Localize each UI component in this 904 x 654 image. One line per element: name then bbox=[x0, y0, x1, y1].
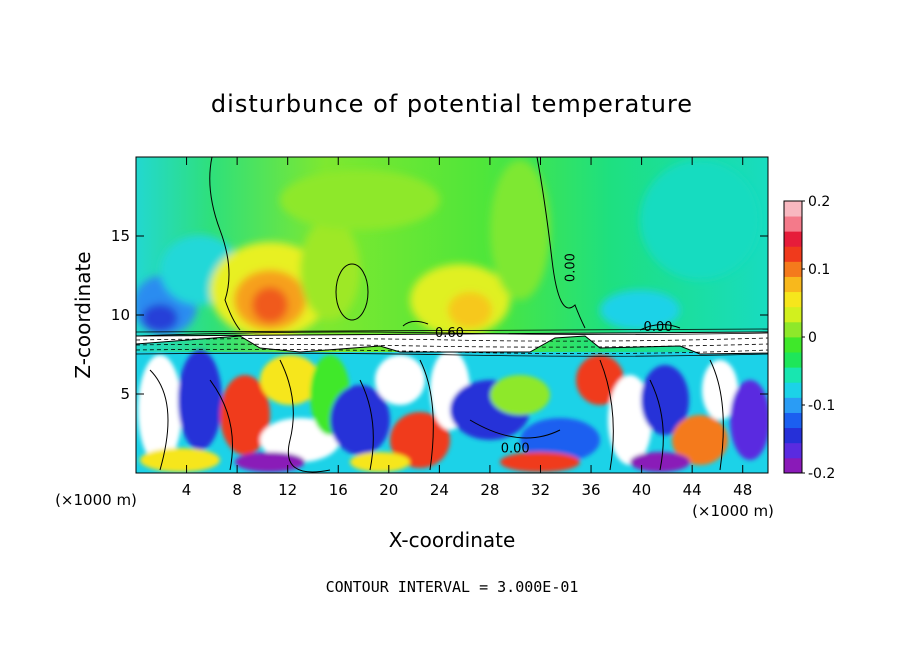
contour-label: 0.00 bbox=[501, 441, 530, 456]
x-unit-label-right: (×1000 m) bbox=[692, 502, 774, 520]
x-unit-label-left: (×1000 m) bbox=[55, 491, 137, 509]
colorbar: -0.2 -0.1 0 0.1 0.2 bbox=[783, 194, 835, 482]
colorbar-swatch bbox=[784, 397, 802, 413]
x-tick-label: 40 bbox=[632, 481, 651, 499]
colorbar-swatch bbox=[784, 231, 802, 247]
x-tick-label: 32 bbox=[531, 481, 550, 499]
x-tick-label: 48 bbox=[733, 481, 752, 499]
x-tick-label: 20 bbox=[379, 481, 398, 499]
colorbar-swatch bbox=[784, 442, 802, 459]
chart-title: disturbunce of potential temperature bbox=[211, 90, 693, 118]
colorbar-swatch bbox=[784, 246, 802, 262]
x-tick-label: 8 bbox=[232, 481, 242, 499]
colorbar-swatch bbox=[784, 382, 802, 398]
x-tick-label: 24 bbox=[430, 481, 449, 499]
colorbar-tick-label: 0 bbox=[808, 330, 817, 346]
colorbar-swatch bbox=[784, 352, 802, 368]
colorbar-swatch bbox=[784, 216, 802, 232]
colorbar-swatch bbox=[784, 427, 802, 444]
x-axis-ticks: 4 8 12 16 20 24 28 32 36 40 44 48 bbox=[182, 157, 752, 499]
x-tick-label: 44 bbox=[683, 481, 702, 499]
y-axis-label: Z-coordinate bbox=[71, 251, 95, 378]
y-tick-label: 15 bbox=[111, 227, 130, 245]
contour-interval-note: CONTOUR INTERVAL = 3.000E-01 bbox=[326, 578, 579, 596]
contour-label: 0.60 bbox=[435, 326, 464, 341]
colorbar-swatch bbox=[784, 201, 802, 217]
y-axis-ticks: 5 10 15 bbox=[111, 227, 768, 403]
contour-label: 0.00 bbox=[644, 320, 673, 335]
colorbar-swatch bbox=[784, 457, 802, 474]
y-tick-label: 10 bbox=[111, 306, 130, 324]
x-tick-label: 4 bbox=[182, 481, 192, 499]
colorbar-tick-label: -0.2 bbox=[808, 466, 835, 482]
colorbar-swatch bbox=[784, 276, 802, 293]
x-tick-label: 36 bbox=[581, 481, 600, 499]
colorbar-swatch bbox=[784, 321, 802, 338]
colorbar-swatch bbox=[784, 306, 802, 323]
contour-labels: 0.60 0.00 0.00 0.00 bbox=[435, 253, 673, 456]
colorbar-swatch bbox=[784, 367, 802, 383]
colorbar-tick-label: -0.1 bbox=[808, 398, 835, 414]
x-tick-label: 28 bbox=[480, 481, 499, 499]
colorbar-swatch bbox=[784, 261, 802, 277]
colorbar-swatch bbox=[784, 412, 802, 429]
colorbar-tick-label: 0.2 bbox=[808, 194, 830, 210]
colorbar-swatch bbox=[784, 337, 802, 353]
contour-label: 0.00 bbox=[564, 253, 579, 282]
plot-area bbox=[136, 157, 768, 473]
x-axis-label: X-coordinate bbox=[389, 528, 516, 552]
colorbar-tick-label: 0.1 bbox=[808, 262, 830, 278]
x-tick-label: 16 bbox=[329, 481, 348, 499]
colorbar-swatch bbox=[784, 291, 802, 308]
y-tick-label: 5 bbox=[120, 385, 130, 403]
x-tick-label: 12 bbox=[278, 481, 297, 499]
